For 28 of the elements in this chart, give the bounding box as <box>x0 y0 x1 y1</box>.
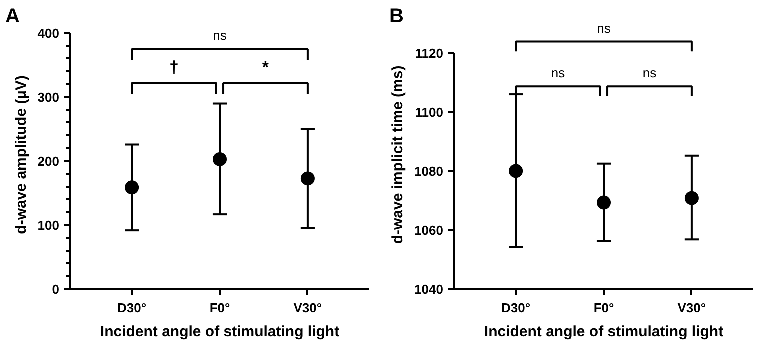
y-axis-title: d-wave implicit time (ms) <box>390 66 407 244</box>
y-tick-label: 1100 <box>415 105 444 120</box>
annotation: * <box>262 58 270 77</box>
y-tick-label: 1120 <box>415 46 444 62</box>
x-tick-label: D30° <box>502 300 531 316</box>
x-tick-label: V30° <box>678 300 706 316</box>
x-axis-title: Incident angle of stimulating light <box>484 324 724 340</box>
x-axis-title: Incident angle of stimulating light <box>100 324 340 340</box>
y-tick-label: 1080 <box>414 164 444 180</box>
annotation: † <box>170 58 180 77</box>
text: ns <box>597 20 612 36</box>
x-tick-label: V30° <box>294 300 322 316</box>
annotation: ns <box>642 66 658 81</box>
y-tick-label: 400 <box>38 26 60 41</box>
annotation: ns <box>551 66 566 81</box>
x-tick-label: D30° <box>118 300 147 316</box>
y-tick-label: 300 <box>38 90 60 105</box>
x-tick-label: F0° <box>210 300 230 316</box>
y-tick-label: 100 <box>38 218 60 233</box>
chart-title: A <box>6 6 20 28</box>
chart-title: B <box>390 6 404 28</box>
y-tick-label: 200 <box>38 154 60 169</box>
y-axis-title: d-wave amplitude (µV) <box>12 76 30 234</box>
y-tick-label: 1060 <box>414 223 444 238</box>
y-tick-label: 1040 <box>414 282 444 297</box>
y-tick-label: 0 <box>52 282 60 297</box>
x-tick-label: F0° <box>594 300 614 316</box>
annotation: ns <box>213 28 228 43</box>
